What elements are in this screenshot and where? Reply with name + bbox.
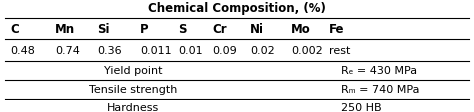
Text: 0.002: 0.002 (292, 46, 323, 55)
Text: Tensile strength: Tensile strength (89, 84, 177, 94)
Text: P: P (140, 23, 149, 36)
Text: 0.74: 0.74 (55, 46, 80, 55)
Text: C: C (10, 23, 19, 36)
Text: Mo: Mo (292, 23, 311, 36)
Text: 0.02: 0.02 (250, 46, 275, 55)
Text: Cr: Cr (212, 23, 227, 36)
Text: Mn: Mn (55, 23, 75, 36)
Text: 0.36: 0.36 (98, 46, 122, 55)
Text: Ni: Ni (250, 23, 264, 36)
Text: S: S (178, 23, 186, 36)
Text: Hardness: Hardness (107, 102, 159, 112)
Text: Rₘ = 740 MPa: Rₘ = 740 MPa (341, 84, 419, 94)
Text: rest: rest (329, 46, 351, 55)
Text: Fe: Fe (329, 23, 345, 36)
Text: Si: Si (98, 23, 110, 36)
Text: 250 HB: 250 HB (341, 102, 382, 112)
Text: Yield point: Yield point (104, 66, 162, 75)
Text: 0.01: 0.01 (178, 46, 202, 55)
Text: Rₑ = 430 MPa: Rₑ = 430 MPa (341, 66, 417, 75)
Text: 0.011: 0.011 (140, 46, 172, 55)
Text: 0.09: 0.09 (212, 46, 237, 55)
Text: 0.48: 0.48 (10, 46, 35, 55)
Text: Chemical Composition, (%): Chemical Composition, (%) (148, 2, 326, 15)
